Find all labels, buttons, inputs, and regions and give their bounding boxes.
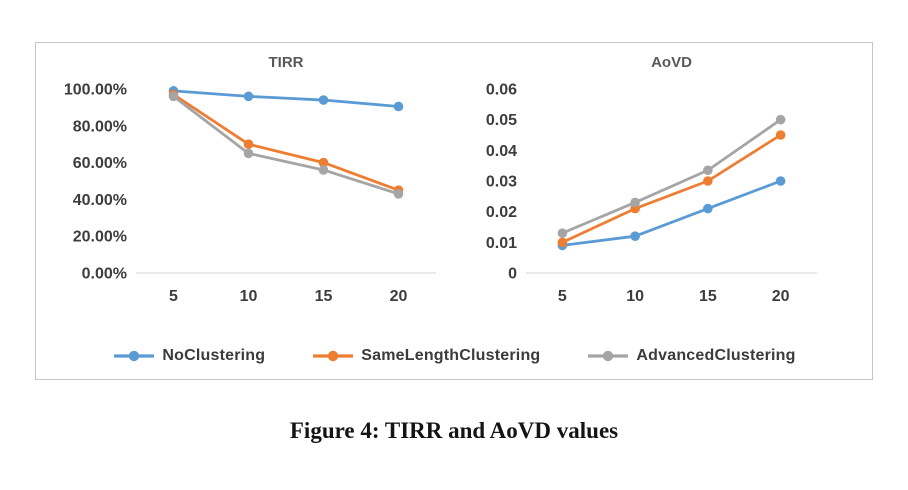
legend-marker-icon [114, 350, 155, 362]
series-marker [630, 197, 640, 208]
legend-label: NoClustering [162, 347, 266, 364]
x-tick-label: 5 [169, 288, 178, 305]
legend-item: NoClustering [112, 347, 265, 365]
y-tick-label: 60.00% [73, 155, 127, 172]
chart-tirr: TIRR 0.00% 20.00% 40.00% 60.00% 80.00% 100.00%… [64, 54, 436, 305]
series-marker [393, 101, 404, 112]
y-tick-label: 0 [508, 266, 517, 283]
chart-legend: NoClustering SameLengthClustering Advanced… [36, 335, 872, 377]
series-marker [557, 228, 568, 238]
y-tick-label: 0.02 [486, 204, 517, 221]
x-tick-label: 5 [558, 288, 567, 305]
y-tick-label: 80.00% [73, 118, 127, 135]
y-tick-label: 40.00% [73, 192, 127, 209]
y-tick-label: 0.00% [82, 266, 127, 283]
legend-label: AdvancedClustering [636, 347, 796, 364]
figure-panel: TIRR 0.00% 20.00% 40.00% 60.00% 80.00% 100.00%… [35, 42, 873, 380]
y-tick-label: 0.04 [486, 143, 517, 160]
series-marker [703, 165, 713, 176]
y-tick-label: 0.01 [486, 235, 517, 252]
series-marker [168, 91, 179, 102]
chart-aovd: AoVD 0 0.01 0.02 0.03 0.04 0.05 0.06 5 10 15 20 [486, 54, 817, 305]
series-marker [775, 176, 786, 186]
x-tick-label: 15 [315, 288, 333, 305]
series-marker [557, 237, 568, 248]
series-marker [243, 91, 254, 102]
y-tick-label: 100.00% [64, 82, 127, 99]
series-marker [318, 165, 329, 175]
y-tick-label: 0.06 [486, 82, 517, 99]
series-marker [775, 130, 786, 140]
x-tick-label: 20 [772, 288, 790, 305]
series-line [560, 118, 783, 235]
x-tick-label: 10 [240, 288, 258, 305]
series-marker [630, 231, 640, 241]
series-line [172, 89, 400, 108]
figure-caption: Figure 4: TIRR and AoVD values [289, 418, 619, 443]
series-line [172, 94, 400, 196]
series-line [172, 93, 400, 192]
legend-marker-icon [313, 350, 354, 362]
y-tick-label: 0.03 [486, 174, 517, 191]
y-tick-label: 20.00% [73, 229, 127, 246]
series-marker [243, 139, 254, 149]
legend-item: SameLengthClustering [311, 347, 540, 365]
x-tick-label: 20 [390, 288, 408, 305]
x-tick-label: 10 [626, 288, 644, 305]
series-marker [243, 148, 254, 159]
chart-title: TIRR [269, 54, 304, 71]
legend-marker-icon [588, 350, 629, 362]
series-marker [775, 114, 786, 125]
series-line [560, 133, 783, 244]
legend-item: AdvancedClustering [586, 347, 795, 365]
y-tick-label: 0.05 [486, 112, 517, 129]
series-marker [703, 203, 713, 214]
series-line [560, 179, 783, 247]
chart-title: AoVD [651, 54, 692, 71]
charts-row: TIRR 0.00% 20.00% 40.00% 60.00% 80.00% 100.00%… [36, 43, 872, 335]
x-tick-label: 15 [699, 288, 717, 305]
series-marker [393, 189, 404, 199]
series-marker [318, 157, 329, 168]
legend-label: SameLengthClustering [361, 347, 541, 364]
series-marker [703, 176, 713, 186]
series-marker [318, 95, 329, 105]
